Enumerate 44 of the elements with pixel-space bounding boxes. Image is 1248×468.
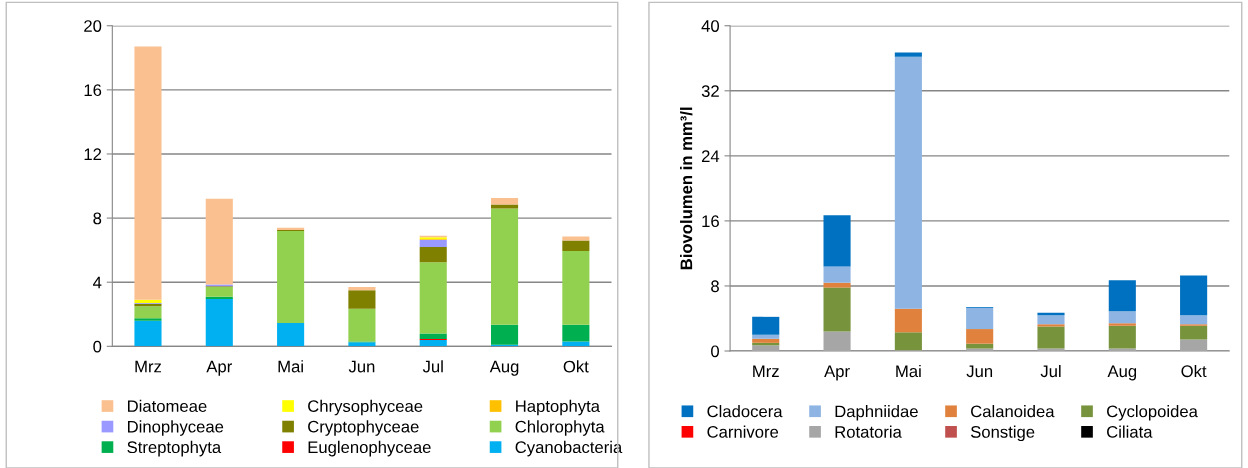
y-axis-title: Biovolumen in mm³/l [680, 107, 693, 270]
legend-label: Haptophyta [516, 399, 600, 416]
y-tick-label: 12 [84, 148, 102, 161]
y-tick-label: 16 [84, 84, 102, 97]
x-tick-label: Aug [489, 360, 519, 376]
legend-label: Streptophyta [127, 440, 222, 457]
legend-label: Ciliata [1107, 425, 1153, 438]
y-tick-label: 16 [702, 215, 719, 228]
legend-label: Daphniidae [835, 405, 918, 421]
legend-label: Rotatoria [835, 425, 902, 438]
y-tick-label: 32 [701, 85, 719, 97]
y-tick-label: 4 [93, 276, 102, 289]
y-tick-label: 24 [701, 150, 720, 162]
x-tick-label: Mai [278, 360, 303, 373]
legend-label: Cyclopoidea [1107, 405, 1198, 421]
x-tick-label: Mrz [753, 365, 779, 377]
legend-label: Calanoidea [971, 405, 1055, 418]
legend-label: Cryptophyceae [308, 420, 419, 436]
x-tick-label: Apr [206, 360, 232, 376]
legend-label: Cladocera [707, 405, 783, 418]
y-tick-label: 0 [93, 340, 102, 353]
legend-label: Diatomeae [128, 399, 207, 413]
y-tick-label: 8 [93, 212, 102, 225]
x-tick-label: Okt [1181, 364, 1207, 378]
x-tick-label: Aug [1107, 365, 1137, 381]
x-tick-label: Jul [1040, 364, 1061, 378]
x-tick-label: Okt [563, 360, 589, 373]
x-tick-label: Mai [896, 364, 921, 378]
legend-label: Euglenophyceae [308, 440, 431, 457]
y-tick-label: 20 [84, 20, 102, 32]
y-tick-label: 40 [701, 20, 720, 32]
legend-label: Chrysophyceae [308, 399, 423, 416]
x-tick-label: Jun [348, 360, 375, 373]
x-tick-label: Jun [966, 365, 993, 378]
legend-label: Dinophyceae [128, 420, 224, 436]
x-tick-label: Apr [824, 365, 850, 381]
legend-label: Cyanobacteria [515, 440, 623, 457]
legend-label: Chlorophyta [515, 420, 605, 436]
y-tick-label: 8 [711, 280, 719, 293]
legend-label: Sonstige [970, 425, 1035, 442]
y-tick-label: 0 [711, 345, 720, 358]
legend-label: Carnivore [707, 425, 779, 438]
x-tick-label: Mrz [135, 360, 162, 373]
x-tick-label: Jul [422, 360, 443, 373]
